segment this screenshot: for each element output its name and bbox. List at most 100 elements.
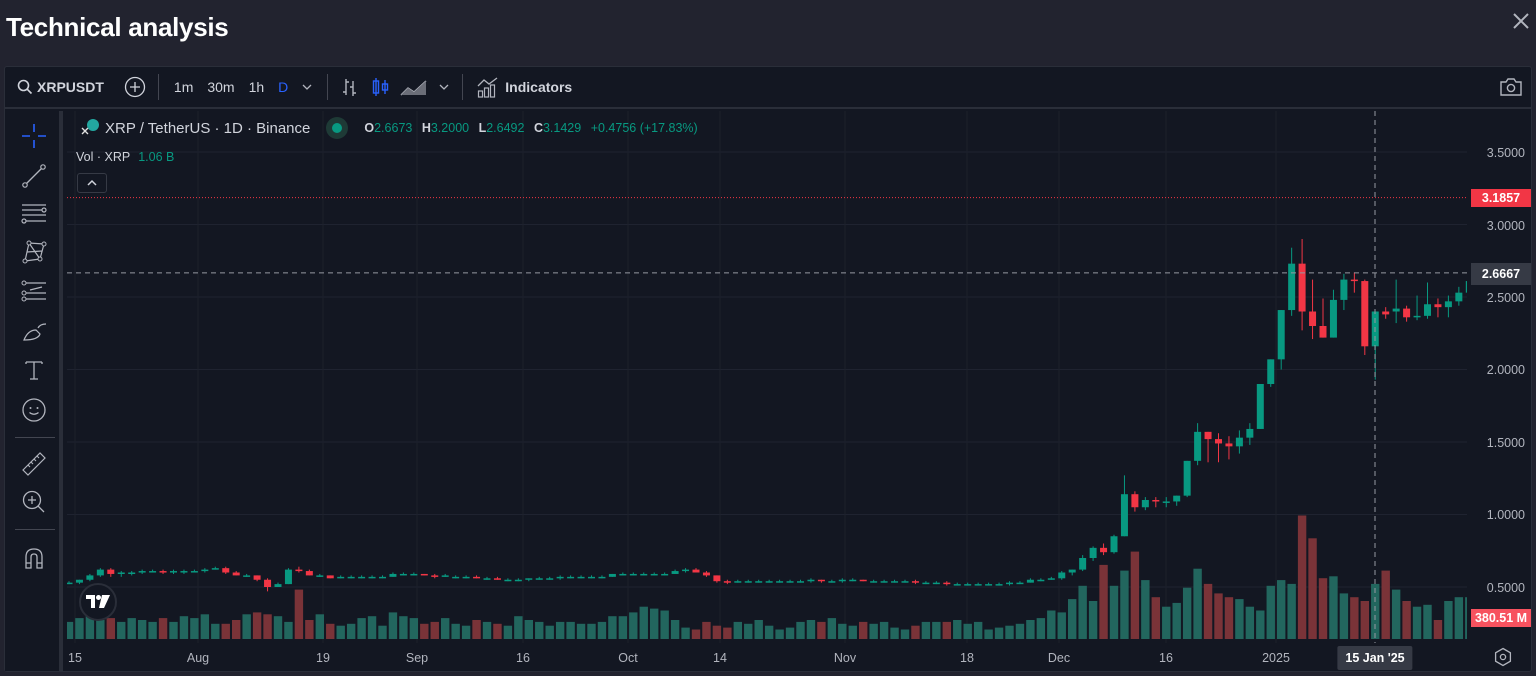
horizontal-lines-icon [21, 204, 47, 224]
time-tick: 19 [316, 651, 330, 665]
price-tick: 1.5000 [1486, 436, 1525, 450]
time-axis[interactable]: 15 Aug 19 Sep 16 Oct 14 Nov 18 Dec 16 20… [67, 643, 1467, 671]
candles-chart-type-button[interactable] [372, 66, 390, 108]
collapse-legend-button[interactable] [77, 173, 107, 193]
chevron-up-icon [87, 179, 97, 186]
price-chart[interactable] [67, 111, 1467, 643]
volume-value: 1.06 B [138, 150, 175, 164]
drawing-toolbar [5, 111, 63, 671]
price-tick: 3.0000 [1486, 219, 1525, 233]
indicators-icon [477, 77, 498, 98]
last-price-tag: 3.1857 [1471, 189, 1531, 207]
pattern-icon [22, 240, 47, 264]
magnet-tool[interactable] [19, 543, 49, 573]
price-axis[interactable]: 3.5000 3.0000 2.5000 2.0000 1.5000 1.000… [1467, 111, 1533, 643]
area-chart-type-button[interactable] [400, 66, 428, 108]
text-icon [25, 361, 43, 380]
time-tick: Aug [186, 651, 210, 665]
emoji-icon [22, 398, 46, 422]
candles-icon [373, 78, 389, 96]
close-button[interactable] [1510, 10, 1534, 34]
toolbar-divider [327, 74, 329, 100]
price-tick: 2.0000 [1486, 363, 1525, 377]
price-tick: 1.0000 [1486, 508, 1525, 522]
legend-title: XRP / TetherUS · 1D · Binance [105, 119, 311, 137]
time-tick: Dec [1047, 651, 1071, 665]
measure-tool[interactable] [19, 449, 49, 479]
high-label: H [421, 121, 431, 135]
modal-header: Technical analysis [0, 0, 1536, 60]
time-tick: Oct [618, 651, 638, 665]
interval-1m[interactable]: 1m [173, 79, 194, 95]
chart-widget: XRPUSDT 1m 30m 1h D Indicators [4, 66, 1532, 672]
change-value: +0.4756 (+17.83%) [590, 121, 698, 135]
fib-tool[interactable] [19, 277, 49, 307]
volume-label: Vol · XRP [76, 150, 131, 164]
chart-type-dropdown[interactable] [438, 66, 450, 108]
time-tick: Nov [833, 651, 857, 665]
chevron-down-icon [439, 84, 449, 90]
area-chart-icon [400, 80, 427, 96]
open-value: 2.6673 [374, 121, 413, 135]
toolbar-divider [15, 529, 55, 530]
xrp-logo-icon [81, 119, 99, 135]
time-tick: 14 [713, 651, 727, 665]
open-label: O [364, 121, 375, 135]
time-tick: 16 [1159, 651, 1173, 665]
indicators-button[interactable]: Indicators [477, 66, 572, 108]
brush-tool[interactable] [19, 317, 49, 347]
chevron-down-icon [302, 84, 312, 90]
crosshair-icon [22, 124, 46, 148]
top-toolbar: XRPUSDT 1m 30m 1h D Indicators [5, 67, 1531, 109]
price-tick: 3.5000 [1486, 146, 1525, 160]
high-value: 3.2000 [430, 121, 470, 135]
close-icon [1513, 13, 1529, 29]
ohlc-values: O2.6673 H3.2000 L2.6492 C3.1429 +0.4756 … [364, 121, 703, 135]
toolbar-divider [157, 74, 159, 100]
price-tick: 2.5000 [1486, 291, 1525, 305]
pattern-tool[interactable] [19, 237, 49, 267]
zoom-in-tool[interactable] [19, 487, 49, 517]
search-icon [17, 79, 33, 95]
emoji-tool[interactable] [19, 395, 49, 425]
crosshair-tool[interactable] [19, 121, 49, 151]
time-tick: 16 [516, 651, 530, 665]
time-tick: 2025 [1262, 651, 1290, 665]
time-tick: 18 [960, 651, 974, 665]
horizontal-lines-tool[interactable] [19, 199, 49, 229]
bar-chart-type-button[interactable] [340, 66, 360, 108]
low-label: L [478, 121, 487, 135]
camera-icon [1500, 78, 1522, 96]
fib-icon [21, 280, 46, 302]
symbol-label: XRPUSDT [37, 79, 104, 95]
zoom-in-icon [22, 490, 45, 513]
interval-30m[interactable]: 30m [207, 79, 235, 95]
toolbar-divider [15, 437, 55, 438]
interval-d[interactable]: D [278, 79, 289, 95]
magnet-icon [25, 548, 43, 569]
series-legend: XRP / TetherUS · 1D · Binance O2.6673 H3… [79, 117, 704, 139]
text-tool[interactable] [19, 355, 49, 385]
close-value: 3.1429 [542, 121, 582, 135]
trend-line-tool[interactable] [19, 161, 49, 191]
crosshair-price-tag: 2.6667 [1471, 263, 1531, 285]
tradingview-logo-icon [86, 595, 110, 608]
screenshot-button[interactable] [1499, 76, 1523, 98]
market-status-icon[interactable] [326, 117, 349, 139]
compare-symbol-button[interactable] [124, 66, 146, 108]
volume-legend: Vol · XRP 1.06 B [76, 150, 174, 164]
chart-settings-button[interactable] [1493, 647, 1513, 667]
volume-tag: 380.51 M [1471, 609, 1531, 627]
indicators-label: Indicators [505, 79, 573, 95]
add-symbol-icon [124, 76, 146, 98]
ruler-icon [22, 452, 46, 476]
price-tick: 0.5000 [1486, 581, 1525, 595]
settings-icon [1494, 647, 1512, 667]
close-label: C [533, 121, 543, 135]
time-tick: 15 [68, 651, 82, 665]
symbol-search-button[interactable]: XRPUSDT [17, 66, 104, 108]
interval-dropdown[interactable] [301, 66, 313, 108]
low-value: 2.6492 [486, 121, 525, 135]
tradingview-logo[interactable] [79, 583, 117, 621]
interval-1h[interactable]: 1h [248, 79, 265, 95]
